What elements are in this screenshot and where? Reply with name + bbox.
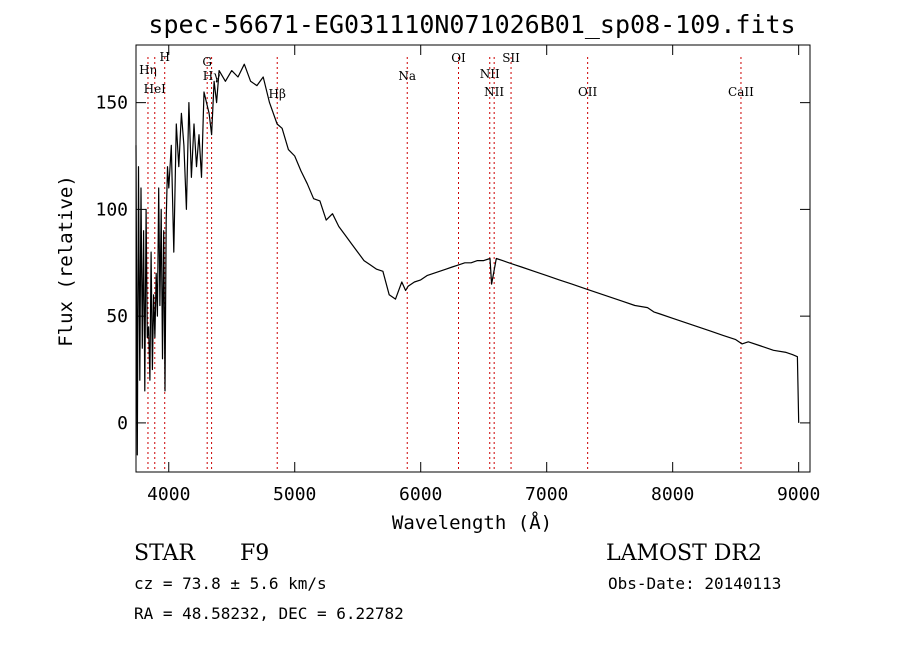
y-tick-label: 0 <box>117 413 128 434</box>
x-tick-label: 5000 <box>273 484 316 505</box>
observation-date: Obs-Date: 20140113 <box>608 574 781 593</box>
axis-ticks: 4000 5000 6000 7000 8000 9000 0 50 100 150 <box>95 45 820 505</box>
x-tick-label: 4000 <box>147 484 190 505</box>
y-tick-label: 150 <box>95 93 128 114</box>
line-marker-label: NII <box>480 67 500 81</box>
chart-title: spec-56671-EG031110N071026B01_sp08-109.f… <box>148 10 795 39</box>
x-tick-label: 6000 <box>399 484 442 505</box>
line-marker-label: HeI <box>144 82 167 96</box>
y-tick-label: 100 <box>95 199 128 220</box>
object-subclass: F9 <box>240 541 269 566</box>
spectrum-series <box>135 63 800 456</box>
line-marker-label: Na <box>398 69 416 83</box>
redshift-readout: cz = 73.8 ± 5.6 km/s <box>134 574 327 593</box>
y-tick-label: 50 <box>106 306 128 327</box>
x-axis-label: Wavelength (Å) <box>392 511 552 534</box>
line-marker-label: OII <box>578 85 598 99</box>
line-marker-label: H <box>159 50 169 64</box>
line-marker-label: OI <box>451 51 466 65</box>
object-class: STAR <box>134 541 196 566</box>
line-marker-label: G <box>202 55 212 69</box>
y-axis-label: Flux (relative) <box>55 175 77 347</box>
line-marker-label: CaII <box>728 85 754 99</box>
line-marker-label: NII <box>484 85 504 99</box>
x-tick-label: 7000 <box>525 484 568 505</box>
coordinates-readout: RA = 48.58232, DEC = 6.22782 <box>134 604 404 623</box>
spectrum-line <box>135 63 800 456</box>
line-marker-label: Hβ <box>269 87 286 101</box>
x-tick-label: 8000 <box>651 484 694 505</box>
survey-name: LAMOST DR2 <box>606 541 762 566</box>
line-marker-label: Hη <box>139 63 157 77</box>
line-marker-label: SII <box>502 51 520 65</box>
plot-frame <box>135 44 811 473</box>
x-tick-label: 9000 <box>777 484 820 505</box>
